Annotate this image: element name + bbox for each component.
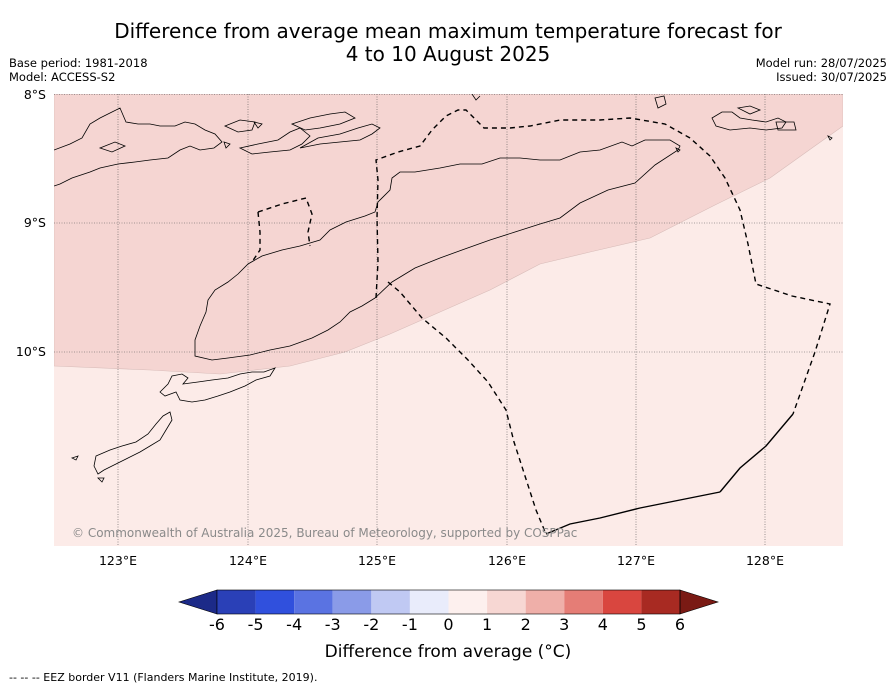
lon-label-123e: 123°E bbox=[98, 553, 137, 568]
rote-island bbox=[159, 367, 276, 403]
map-title: Difference from average mean maximum tem… bbox=[0, 20, 896, 66]
timor-island bbox=[194, 139, 681, 361]
lat-label-10s: 10°S bbox=[15, 344, 46, 359]
colorbar-tick-label: 1 bbox=[481, 615, 493, 634]
colorbar-tick-label: 3 bbox=[559, 615, 570, 634]
colorbar-tick-label: -2 bbox=[363, 615, 380, 634]
copyright-notice: © Commonwealth of Australia 2025, Bureau… bbox=[72, 526, 578, 540]
eez-footnote: -- -- -- EEZ border V11 (Flanders Marine… bbox=[9, 671, 318, 684]
colorbar-tick-label: 0 bbox=[443, 615, 454, 634]
colorbar-segment bbox=[217, 590, 256, 614]
eez-border bbox=[251, 109, 831, 535]
colorbar-tick-label: 4 bbox=[597, 615, 608, 634]
colorbar-tick-label: -1 bbox=[401, 615, 418, 634]
colorbar-extend-low bbox=[178, 589, 218, 615]
colorbar-segment bbox=[255, 590, 295, 614]
colorbar-frame bbox=[216, 589, 681, 615]
colorbar-segment bbox=[409, 590, 449, 614]
wetar-island bbox=[471, 94, 481, 101]
model-run: Model run: 28/07/2025 bbox=[755, 56, 887, 70]
anomaly-zone-1-2 bbox=[54, 94, 843, 375]
lat-label-8s: 8°S bbox=[23, 87, 46, 102]
colorbar-tick-label: 6 bbox=[674, 615, 686, 634]
lon-label-124e: 124°E bbox=[228, 553, 267, 568]
title-line-1: Difference from average mean maximum tem… bbox=[114, 19, 782, 43]
base-period: Base period: 1981-2018 bbox=[9, 56, 148, 70]
colorbar-extend-high bbox=[679, 589, 719, 615]
meta-right: Model run: 28/07/2025 Issued: 30/07/2025 bbox=[756, 56, 887, 84]
colorbar-tick-label: 5 bbox=[636, 615, 647, 634]
lon-label-127e: 127°E bbox=[616, 553, 655, 568]
colorbar-segment bbox=[564, 590, 603, 614]
graticule bbox=[54, 94, 843, 546]
issued-date: Issued: 30/07/2025 bbox=[776, 70, 887, 84]
flores-island bbox=[54, 107, 223, 187]
model-name: Model: ACCESS-S2 bbox=[9, 70, 116, 84]
colorbar-tick-label: -6 bbox=[209, 615, 225, 634]
coastline bbox=[54, 94, 833, 483]
colorbar-segment bbox=[371, 590, 410, 614]
lon-label-128e: 128°E bbox=[745, 553, 784, 568]
colorbar-tick-label: 2 bbox=[520, 615, 531, 634]
lat-label-9s: 9°S bbox=[23, 215, 46, 230]
colorbar-segment bbox=[487, 590, 526, 614]
colorbar-tick-label: -5 bbox=[247, 615, 264, 634]
colorbar-segment bbox=[525, 590, 565, 614]
sawu-island bbox=[93, 411, 173, 475]
colorbar-segment bbox=[602, 590, 642, 614]
colorbar-tick-label: -3 bbox=[324, 615, 341, 634]
meta-left: Base period: 1981-2018 Model: ACCESS-S2 bbox=[9, 56, 148, 84]
lon-label-125e: 125°E bbox=[357, 553, 396, 568]
colorbar-segment bbox=[332, 590, 372, 614]
title-line-2: 4 to 10 August 2025 bbox=[345, 42, 551, 66]
colorbar-segment bbox=[294, 590, 333, 614]
babar-island bbox=[711, 111, 787, 131]
lon-label-126e: 126°E bbox=[487, 553, 526, 568]
colorbar-segment bbox=[448, 590, 488, 614]
colorbar-segment bbox=[641, 590, 680, 614]
colorbar-title: Difference from average (°C) bbox=[324, 642, 572, 662]
colorbar-tick-label: -4 bbox=[286, 615, 303, 634]
